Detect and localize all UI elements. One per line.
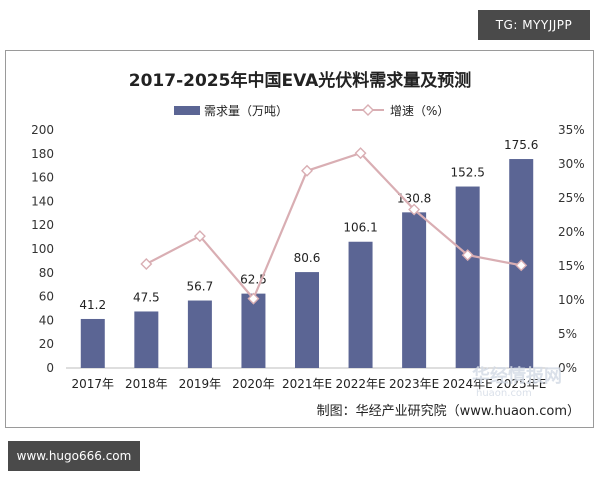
y-right-tick-label: 5%	[558, 327, 577, 341]
bar	[455, 186, 480, 368]
x-tick-label: 2020年	[232, 377, 275, 391]
y-right-tick-label: 20%	[558, 225, 585, 239]
y-left-tick-label: 0	[46, 361, 54, 375]
y-left-tick-label: 180	[31, 147, 54, 161]
y-left-tick-label: 80	[39, 266, 54, 280]
growth-marker	[515, 259, 528, 272]
y-right-tick-label: 15%	[558, 259, 585, 273]
x-tick-label: 2017年	[72, 377, 115, 391]
x-tick-label: 2024年E	[443, 377, 493, 391]
bar-value-label: 175.6	[504, 138, 538, 152]
source-note: 制图：华经产业研究院（www.huaon.com）	[317, 404, 580, 419]
chart-title: 2017-2025年中国EVA光伏料需求量及预测	[129, 70, 471, 91]
legend-line-label: 增速（%）	[390, 104, 449, 118]
bar-value-label: 41.2	[79, 298, 106, 312]
bar	[241, 293, 266, 368]
bar	[134, 311, 159, 368]
y-right-tick-label: 30%	[558, 157, 585, 171]
bar-value-label: 152.5	[450, 166, 484, 180]
bar-value-label: 47.5	[133, 290, 160, 304]
growth-marker	[408, 203, 421, 216]
legend-bar-swatch	[174, 106, 200, 115]
y-left-tick-label: 200	[31, 123, 54, 137]
growth-marker	[140, 257, 153, 270]
x-tick-label: 2021年E	[282, 377, 332, 391]
growth-marker	[247, 292, 260, 305]
y-left-tick-label: 120	[31, 218, 54, 232]
growth-marker	[354, 147, 367, 160]
growth-line	[145, 151, 522, 301]
bar	[187, 300, 212, 368]
bar-value-label: 80.6	[294, 251, 321, 265]
bar	[402, 212, 427, 368]
bar	[80, 318, 105, 368]
channel-tag: TG: MYYJJPP	[478, 10, 590, 40]
y-left-tick-label: 40	[39, 313, 54, 327]
y-right-tick-label: 25%	[558, 191, 585, 205]
legend-bar-label: 需求量（万吨）	[204, 104, 288, 118]
legend-line-marker	[362, 104, 374, 116]
bar	[348, 241, 373, 368]
y-right-tick-label: 35%	[558, 123, 585, 137]
x-tick-label: 2025年E	[496, 377, 546, 391]
bar-value-label: 106.1	[343, 221, 377, 235]
watermark-text: 华经情报网	[472, 365, 562, 387]
growth-marker	[193, 230, 206, 243]
x-tick-label: 2023年E	[389, 377, 439, 391]
y-right-tick-label: 10%	[558, 293, 585, 307]
watermark-domain: huaon.com	[476, 388, 532, 399]
y-left-tick-label: 20	[39, 337, 54, 351]
y-left-tick-label: 100	[31, 242, 54, 256]
x-tick-label: 2022年E	[335, 377, 385, 391]
y-left-tick-label: 60	[39, 290, 54, 304]
y-left-tick-label: 140	[31, 194, 54, 208]
y-left-tick-label: 160	[31, 171, 54, 185]
bar-value-label: 56.7	[187, 280, 214, 294]
x-tick-label: 2018年	[125, 377, 168, 391]
growth-marker	[301, 164, 313, 177]
bar	[295, 272, 319, 368]
y-right-tick-label: 0%	[558, 361, 577, 375]
site-url-badge[interactable]: www.hugo666.com	[8, 441, 140, 471]
growth-marker	[461, 249, 474, 262]
x-tick-label: 2019年	[179, 377, 222, 391]
